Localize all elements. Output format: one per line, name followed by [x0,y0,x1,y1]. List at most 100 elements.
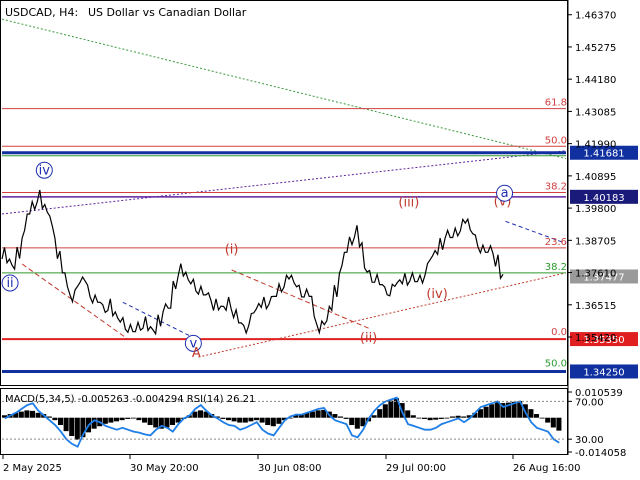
indicator-title: MACD(5,34,5) -0.005263 -0.004294 RSI(14)… [5,394,255,405]
macd-bar [332,414,338,418]
y-tick-label: 1.44180 [575,75,616,86]
macd-bar [394,398,400,418]
macd-bar [63,417,69,432]
macd-bar [466,415,472,418]
price-tag-label: 1.34250 [583,367,624,378]
macd-bar [338,416,344,418]
macd-bar [422,417,428,419]
macd-bar [220,417,226,419]
fib-level-label: 0.0 [551,327,567,338]
x-tick-label: 2 May 2025 [3,463,62,474]
price-tag-label: 1.41681 [583,149,624,160]
y-tick-label: 1.35420 [575,333,616,344]
macd-bar [545,417,551,423]
macd-bar [153,417,159,428]
macd-bar [472,412,478,418]
macd-bar [343,417,349,419]
wave-label: (iv) [426,287,447,302]
macd-bar [158,417,164,429]
macd-bar [455,415,461,418]
macd-bar [170,417,176,426]
macd-bar [164,417,170,428]
x-tick-label: 30 May 20:00 [130,463,199,474]
wave-label-circle [184,334,202,352]
macd-bar [13,412,19,418]
macd-bar [450,416,456,418]
price-line [1,189,504,336]
fib-level-label: 61.8 [545,98,567,109]
macd-bar [142,417,148,423]
wave-label: v [190,336,198,351]
y-tick-label: 1.39800 [575,204,616,215]
price-tag-box [570,332,638,347]
macd-bar [494,401,500,418]
macd-bar [427,417,433,421]
macd-bar [248,417,254,422]
trendline-green [1,18,567,160]
wave-label: iv [39,163,51,178]
macd-bar [242,417,248,423]
macd-bar [405,410,411,418]
macd-bar [388,400,394,418]
macd-bar [125,417,131,419]
macd-bar [108,417,114,423]
price-tag-label: 1.37477 [583,272,624,283]
price-tag-box [570,269,638,284]
macd-bar [360,417,366,427]
time-axis: 2 May 2025 30 May 20:00 30 Jun 08:00 29 Jul… [2,455,580,474]
wave-line-red-mid [231,269,369,329]
trendline-purple [1,150,567,215]
macd-bar [444,417,450,419]
macd-bar [489,404,495,418]
macd-bar [265,417,271,426]
macd-bar [354,417,360,429]
macd-bar [147,417,153,426]
macd-bar [136,417,142,421]
indicator-tick-label: 0.010539 [575,388,623,399]
wave-label-circle [1,274,19,292]
wave-label: ii [6,276,13,291]
macd-bar [254,417,260,421]
wave-line-red-left [21,263,129,340]
macd-bar [18,411,24,418]
y-tick-label: 1.38705 [575,236,616,247]
macd-bar [517,401,523,418]
wave-label: (ii) [360,331,377,346]
wave-line-blue-right [505,220,567,244]
macd-bar [371,415,377,418]
macd-bar [203,411,209,418]
macd-bar [539,417,545,419]
indicator-tick-label: 30.00 [575,435,604,446]
indicator-tick-label: -0.014058 [575,448,626,459]
fib-level-label: 50.0 [545,135,567,146]
fib-level-label: 38.2 [545,182,567,193]
macd-bar [74,417,80,440]
macd-bar [270,417,276,427]
macd-bar [259,417,265,423]
macd-bar [192,411,198,418]
macd-bar [315,410,321,418]
wave-label-circle [35,161,53,179]
macd-bar [24,410,30,418]
price-axis: 1.41681 1.40183 1.37477 1.35350 1.34250 1.463… [568,11,638,379]
y-tick-label: 1.46370 [575,11,616,22]
macd-bar [416,417,422,419]
macd-bar [534,414,540,418]
price-tag-box [570,189,638,204]
macd-bar [349,417,355,426]
macd-bar [35,412,41,418]
macd-bar [304,412,310,418]
price-tag-box [570,145,638,160]
macd-bar [377,409,383,418]
macd-bar [2,415,8,418]
macd-bar [198,410,204,418]
macd-bar [214,416,220,418]
wave-label: a [501,186,509,201]
rsi-line [4,396,560,448]
y-tick-label: 1.43085 [575,107,616,118]
macd-bar [382,404,388,418]
fib-level-label: 23.6 [545,237,567,248]
x-tick-label: 29 Jul 00:00 [386,463,446,474]
